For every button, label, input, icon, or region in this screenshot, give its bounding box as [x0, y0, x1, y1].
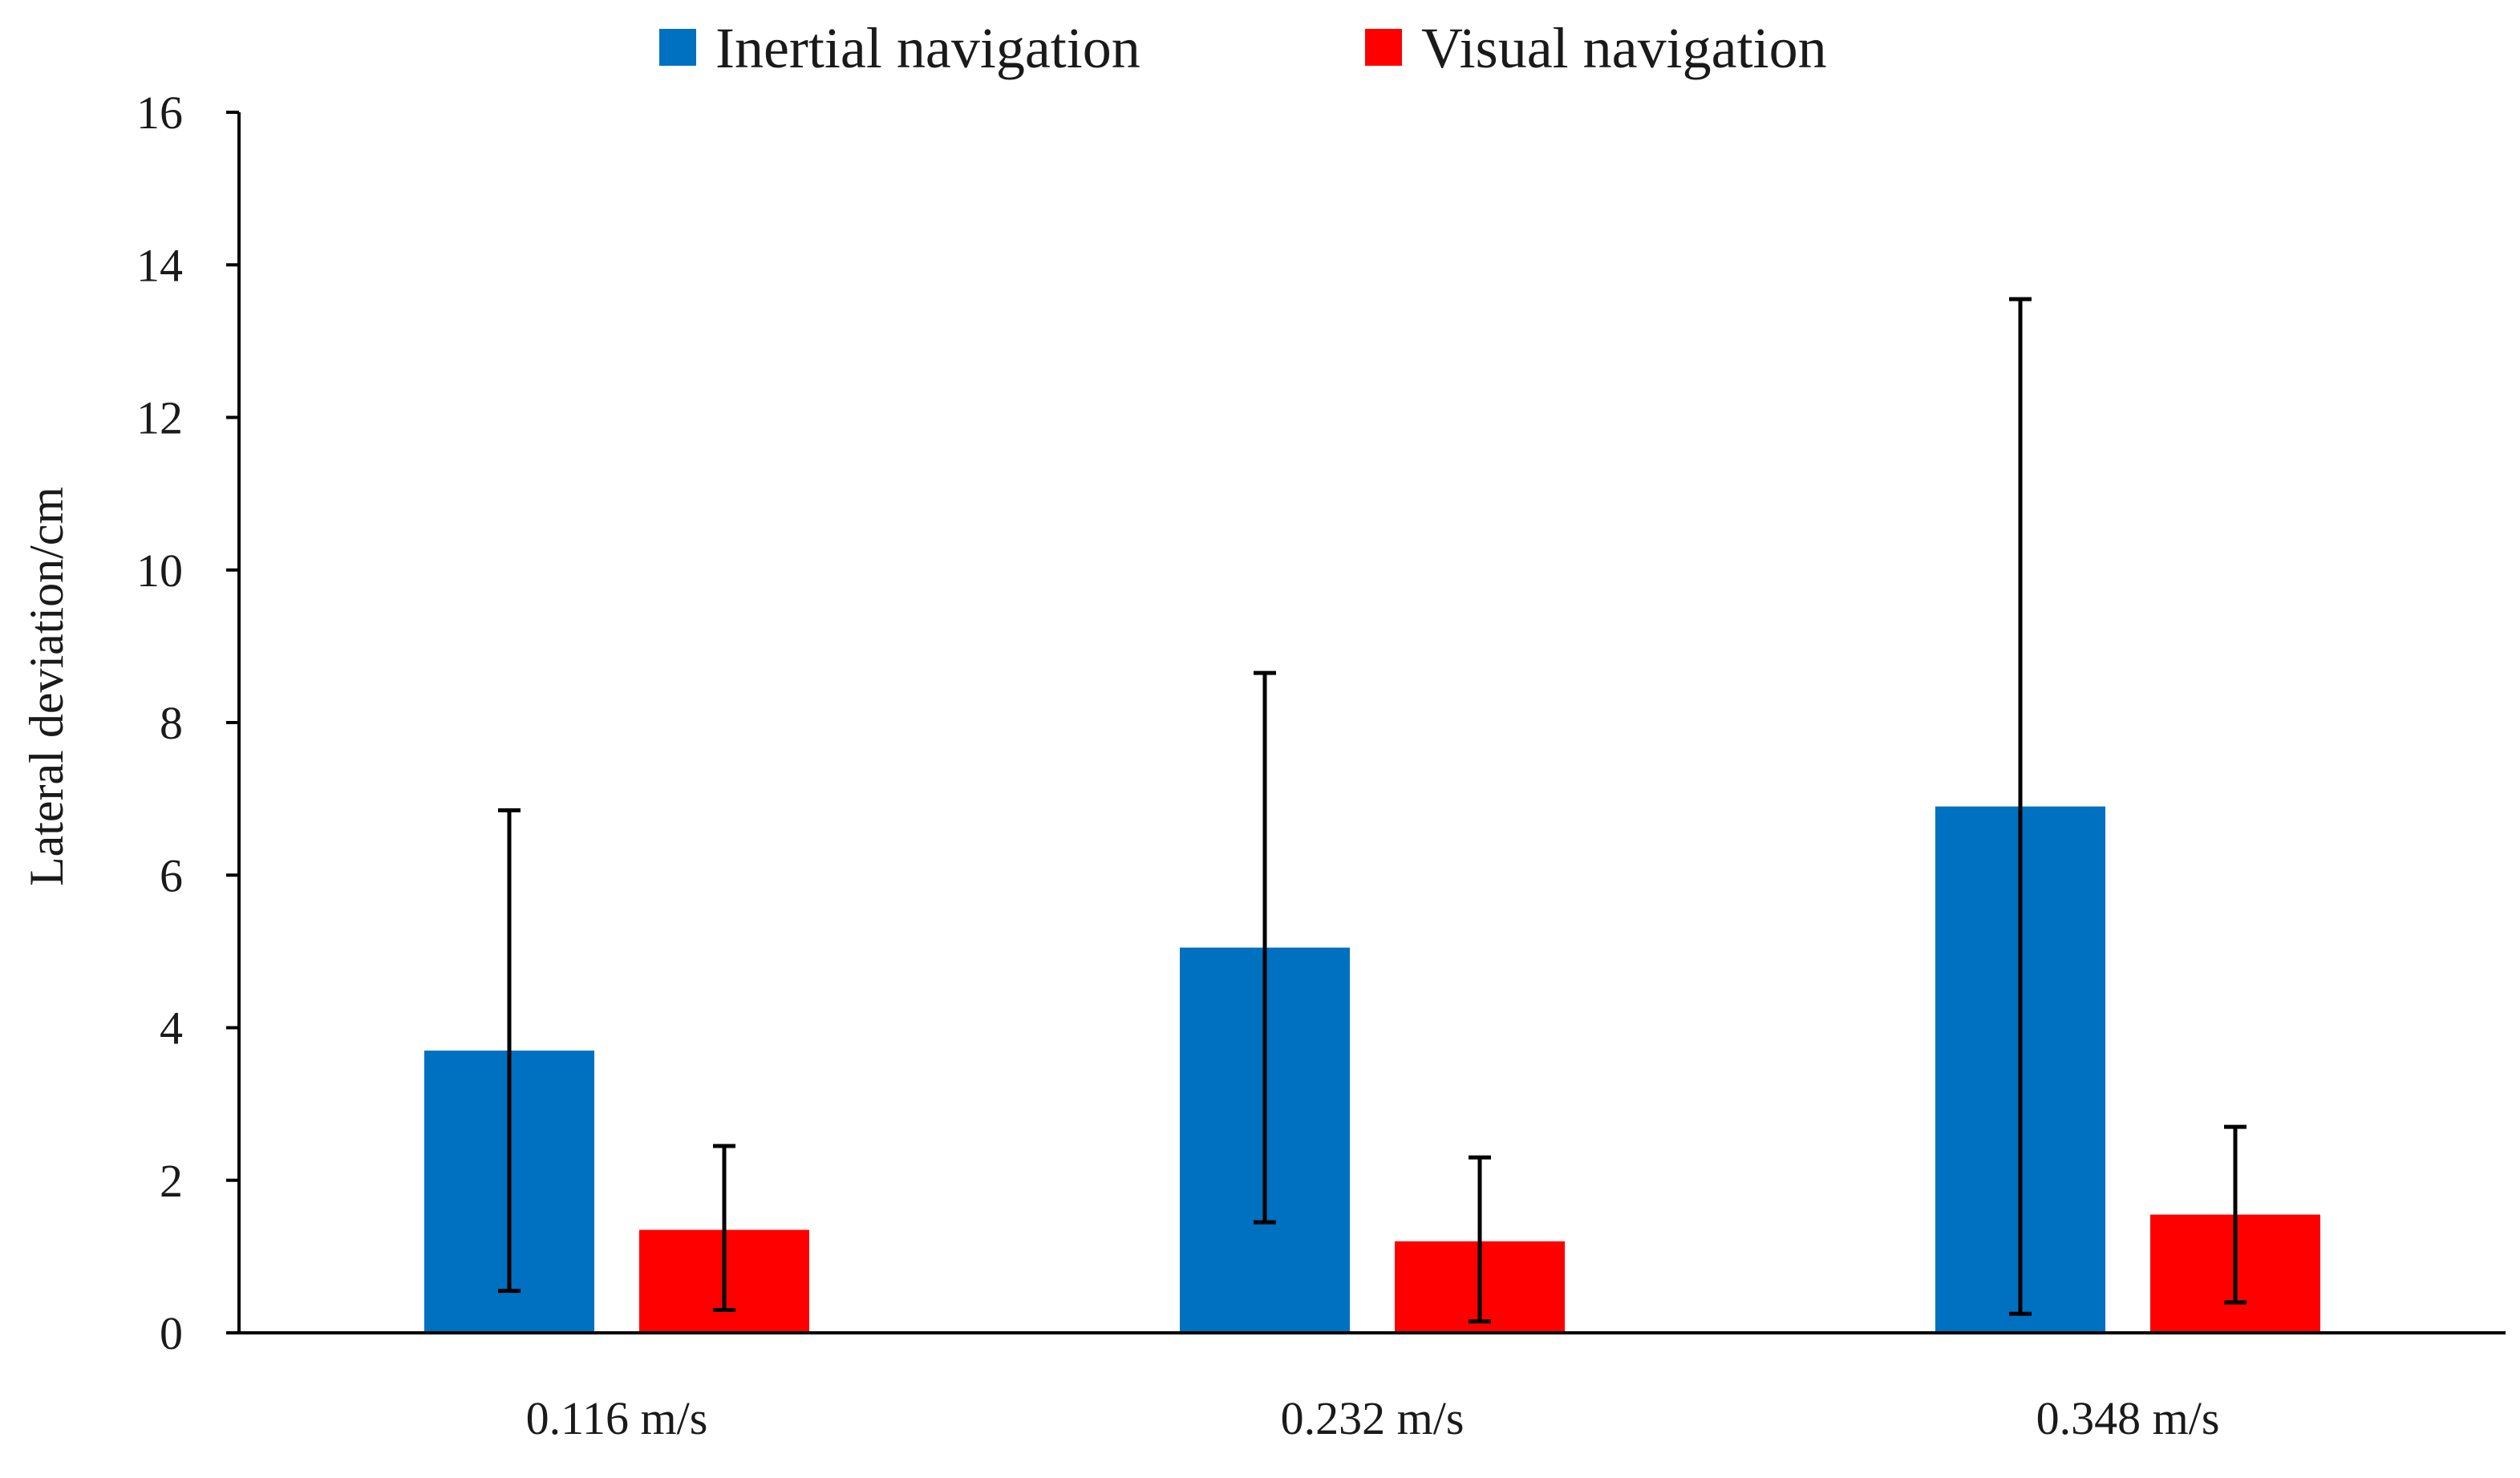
bars: [424, 806, 2320, 1333]
y-axis-ticks: 0 2 4 6 8 10 12 14 16: [136, 87, 239, 1359]
y-tick-label: 10: [136, 545, 183, 597]
legend-label-inertial-navigation: Inertial navigation: [715, 16, 1140, 80]
legend-swatch-inertial-navigation: [659, 29, 696, 66]
axes: [237, 112, 2506, 1334]
legend-label-visual-navigation: Visual navigation: [1421, 16, 1827, 80]
y-tick-label: 4: [160, 1002, 183, 1055]
y-tick-label: 2: [160, 1155, 183, 1207]
y-axis-title: Lateral deviation/cm: [20, 487, 73, 886]
legend-swatch-visual-navigation: [1365, 29, 1402, 66]
x-category-label: 0.348 m/s: [2036, 1392, 2220, 1444]
x-axis-labels: 0.116 m/s 0.232 m/s 0.348 m/s: [526, 1392, 2220, 1444]
error-bars: [498, 297, 2247, 1324]
y-tick-label: 12: [136, 392, 183, 444]
y-tick-label: 0: [160, 1307, 183, 1359]
x-category-label: 0.232 m/s: [1281, 1392, 1465, 1444]
y-tick-label: 16: [136, 87, 183, 139]
y-tick-label: 14: [136, 239, 183, 291]
x-category-label: 0.116 m/s: [526, 1392, 708, 1444]
y-tick-label: 6: [160, 849, 183, 901]
legend: Inertial navigation Visual navigation: [659, 16, 1827, 80]
y-tick-label: 8: [160, 697, 183, 749]
